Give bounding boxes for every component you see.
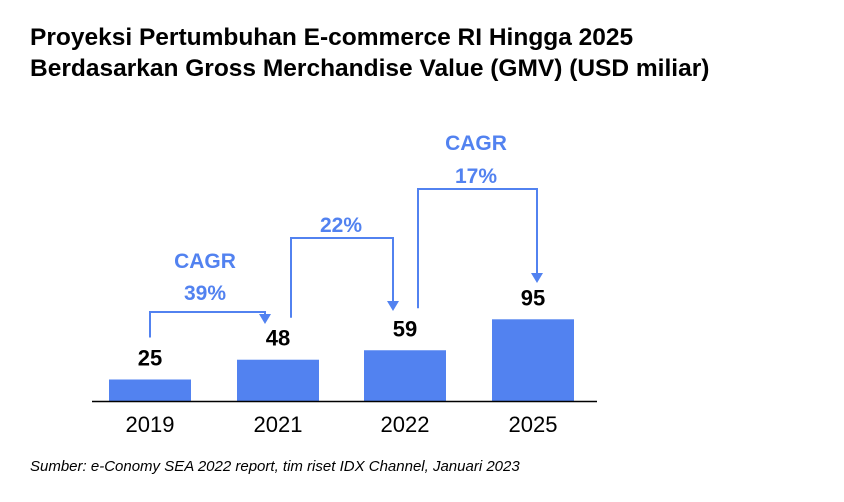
value-label-2019: 25 [138, 346, 162, 371]
x-tick-label-2022: 2022 [381, 412, 430, 437]
chart-title-line-2: Berdasarkan Gross Merchandise Value (GMV… [30, 55, 710, 82]
cagr-arrowhead-2019-2021 [259, 314, 271, 324]
chart-title-line-1: Proyeksi Pertumbuhan E-commerce RI Hingg… [30, 24, 634, 51]
bar-2025 [492, 319, 574, 401]
value-label-2022: 59 [393, 316, 417, 341]
chart-title: Proyeksi Pertumbuhan E-commerce RI Hingg… [30, 22, 709, 84]
cagr-bracket-2021-2022 [290, 237, 394, 318]
cagr-label-2022-2025-0: CAGR [445, 132, 507, 155]
cagr-label-2019-2021-0: CAGR [174, 250, 236, 273]
value-label-2021: 48 [266, 326, 290, 351]
bar-2021 [237, 359, 319, 401]
cagr-label-2019-2021-1: 39% [184, 282, 226, 305]
source-note: Sumber: e-Conomy SEA 2022 report, tim ri… [30, 458, 520, 475]
cagr-label-2021-2022-0: 22% [320, 214, 362, 237]
x-tick-label-2019: 2019 [126, 412, 175, 437]
value-label-2025: 95 [521, 285, 545, 310]
x-tick-label-2021: 2021 [254, 412, 303, 437]
cagr-bracket-2022-2025 [417, 188, 538, 309]
cagr-arrowhead-2022-2025 [531, 273, 543, 283]
cagr-label-2022-2025-1: 17% [455, 165, 497, 188]
x-tick-label-2025: 2025 [509, 412, 558, 437]
bar-2022 [364, 350, 446, 401]
cagr-arrowhead-2021-2022 [387, 301, 399, 311]
cagr-bracket-2019-2021 [149, 311, 266, 338]
bar-2019 [109, 379, 191, 401]
